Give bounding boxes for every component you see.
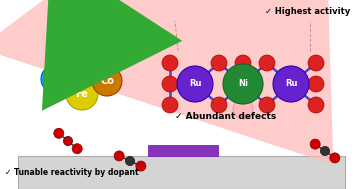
- Text: ✓ Abundant defects: ✓ Abundant defects: [175, 112, 276, 121]
- Text: ✓ Highest activity: ✓ Highest activity: [265, 7, 350, 16]
- Text: ✓ Tunable reactivity by dopant: ✓ Tunable reactivity by dopant: [5, 168, 139, 177]
- Circle shape: [92, 66, 122, 96]
- Circle shape: [162, 76, 178, 92]
- Circle shape: [162, 55, 178, 71]
- Circle shape: [72, 144, 82, 154]
- FancyArrowPatch shape: [42, 0, 182, 111]
- Circle shape: [259, 97, 275, 113]
- Circle shape: [259, 55, 275, 71]
- Circle shape: [114, 151, 124, 161]
- Circle shape: [235, 55, 251, 71]
- Circle shape: [330, 153, 340, 163]
- Circle shape: [162, 97, 178, 113]
- Bar: [148, 145, 218, 156]
- Circle shape: [308, 97, 324, 113]
- Circle shape: [233, 99, 253, 119]
- Text: Ru: Ru: [285, 80, 297, 88]
- Circle shape: [126, 156, 135, 166]
- Circle shape: [136, 161, 146, 171]
- Circle shape: [321, 146, 330, 156]
- Text: Cu: Cu: [48, 74, 62, 84]
- Circle shape: [177, 66, 213, 102]
- Text: Mn: Mn: [75, 60, 89, 68]
- Text: Ru: Ru: [189, 80, 201, 88]
- Bar: [18, 156, 345, 189]
- Circle shape: [64, 136, 73, 146]
- Circle shape: [223, 64, 263, 104]
- Circle shape: [66, 78, 98, 110]
- Circle shape: [54, 128, 64, 138]
- Circle shape: [211, 55, 227, 71]
- Circle shape: [310, 139, 320, 149]
- Circle shape: [273, 66, 309, 102]
- Text: Ni: Ni: [238, 80, 248, 88]
- Circle shape: [69, 51, 95, 77]
- Circle shape: [211, 97, 227, 113]
- Text: Fe: Fe: [76, 89, 89, 99]
- Text: Co: Co: [100, 76, 114, 86]
- Circle shape: [308, 76, 324, 92]
- Circle shape: [41, 65, 69, 93]
- Circle shape: [308, 55, 324, 71]
- FancyArrowPatch shape: [0, 0, 333, 165]
